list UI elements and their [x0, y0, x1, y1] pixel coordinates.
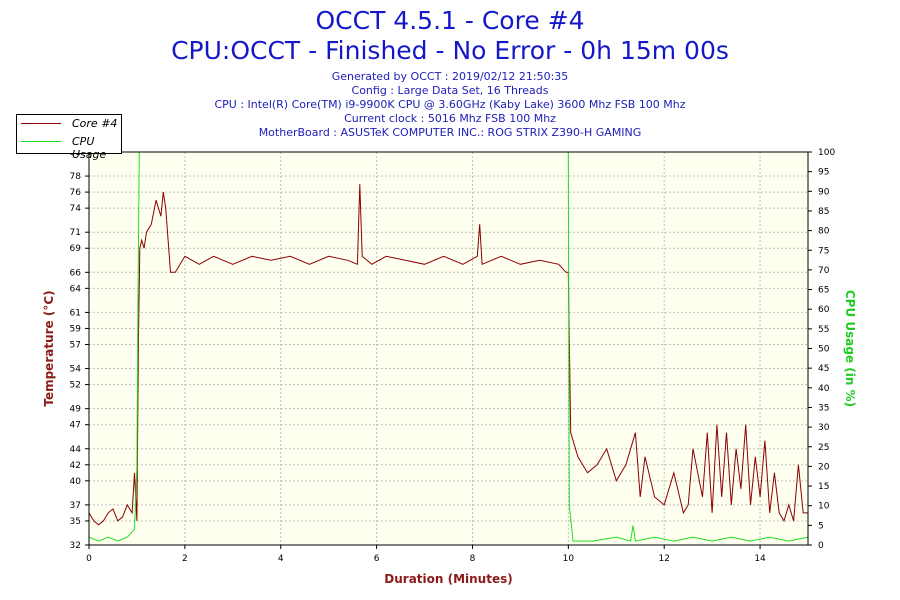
- info-cpu: CPU : Intel(R) Core(TM) i9-9900K CPU @ 3…: [214, 98, 686, 111]
- legend-swatch-cpu: [21, 141, 61, 142]
- y2-tick-label: 10: [818, 502, 830, 512]
- y-tick-label: 40: [70, 477, 82, 487]
- y-tick-label: 37: [70, 501, 81, 511]
- y-tick-label: 44: [70, 445, 82, 455]
- y2-tick-label: 80: [818, 227, 830, 237]
- y-tick-label: 47: [70, 421, 81, 431]
- y2-tick-label: 65: [818, 286, 829, 296]
- legend-label-cpu: CPU Usage: [72, 135, 107, 161]
- legend-item-core: Core #4: [17, 115, 121, 133]
- y2-tick-label: 15: [818, 482, 829, 492]
- x-tick-label: 12: [658, 554, 669, 564]
- y2-tick-label: 0: [818, 541, 824, 551]
- legend-item-cpu: CPU Usage: [17, 133, 121, 161]
- y-tick-label: 66: [70, 268, 82, 278]
- plot-background: [89, 152, 808, 545]
- y-tick-label: 49: [70, 405, 82, 415]
- y-tick-label: 59: [70, 324, 82, 334]
- y2-axis-title: CPU Usage (in %): [843, 290, 857, 407]
- y2-tick-label: 90: [818, 187, 830, 197]
- series-core-temp-line: [88, 184, 808, 526]
- y-tick-label: 32: [70, 541, 81, 551]
- y2-tick-label: 45: [818, 364, 829, 374]
- y2-tick-label: 60: [818, 305, 830, 315]
- y-ticks: 32 35 37 40 42 44 47 49 52 54 57 59 61 64 66 69 71 74 76 78…: [70, 148, 89, 551]
- y-tick-label: 57: [70, 340, 81, 350]
- y2-tick-label: 20: [818, 462, 830, 472]
- x-tick-label: 8: [470, 554, 476, 564]
- x-axis-title: Duration (Minutes): [384, 572, 512, 586]
- legend-swatch-core: [21, 123, 61, 124]
- x-ticks: 0 2 4 6 8 10 12 14: [86, 545, 766, 564]
- y2-tick-label: 35: [818, 403, 829, 413]
- legend: Core #4 CPU Usage: [16, 114, 122, 161]
- y-tick-label: 52: [70, 381, 81, 391]
- chart-title: OCCT 4.5.1 - Core #4: [315, 6, 585, 35]
- info-clock: Current clock : 5016 Mhz FSB 100 Mhz: [344, 112, 556, 125]
- y-tick-label: 78: [70, 172, 82, 182]
- y-axis-title: Temperature (°C): [42, 290, 56, 406]
- y-tick-label: 61: [70, 308, 81, 318]
- x-tick-label: 6: [374, 554, 380, 564]
- y2-tick-label: 55: [818, 325, 829, 335]
- series-cpu-usage-line: [88, 151, 809, 542]
- info-motherboard: MotherBoard : ASUSTeK COMPUTER INC.: ROG…: [258, 126, 642, 139]
- x-tick-label: 2: [182, 554, 188, 564]
- plot-frame: [88, 151, 809, 546]
- y2-tick-label: 25: [818, 443, 829, 453]
- x-tick-label: 0: [86, 554, 92, 564]
- y2-tick-label: 30: [818, 423, 830, 433]
- y2-tick-label: 50: [818, 345, 830, 355]
- y-tick-label: 54: [70, 365, 82, 375]
- y2-tick-label: 70: [818, 266, 830, 276]
- y2-ticks: 0 5 10 15 20 25 30 35 40 45 50 55 60 65 70 75 80 85 90 95 10…: [808, 148, 835, 551]
- info-config: Config : Large Data Set, 16 Threads: [351, 84, 549, 97]
- y2-tick-label: 75: [818, 246, 829, 256]
- y-tick-label: 76: [70, 188, 82, 198]
- y-tick-label: 74: [70, 204, 82, 214]
- info-generated: Generated by OCCT : 2019/02/12 21:50:35: [331, 70, 569, 83]
- series-lines: [88, 151, 809, 542]
- x-tick-label: 4: [278, 554, 284, 564]
- y2-tick-label: 5: [818, 521, 824, 531]
- y-tick-label: 35: [70, 517, 81, 527]
- y2-tick-label: 95: [818, 168, 829, 178]
- legend-label-core: Core #4: [72, 117, 118, 130]
- y-tick-label: 42: [70, 461, 81, 471]
- x-tick-label: 14: [754, 554, 766, 564]
- y-tick-label: 64: [70, 284, 82, 294]
- y-tick-label: 71: [70, 228, 81, 238]
- x-tick-label: 10: [563, 554, 575, 564]
- y2-tick-label: 100: [818, 148, 835, 158]
- y2-tick-label: 85: [818, 207, 829, 217]
- y2-tick-label: 40: [818, 384, 830, 394]
- y-tick-label: 69: [70, 244, 82, 254]
- chart-subtitle: CPU:OCCT - Finished - No Error - 0h 15m …: [171, 36, 729, 65]
